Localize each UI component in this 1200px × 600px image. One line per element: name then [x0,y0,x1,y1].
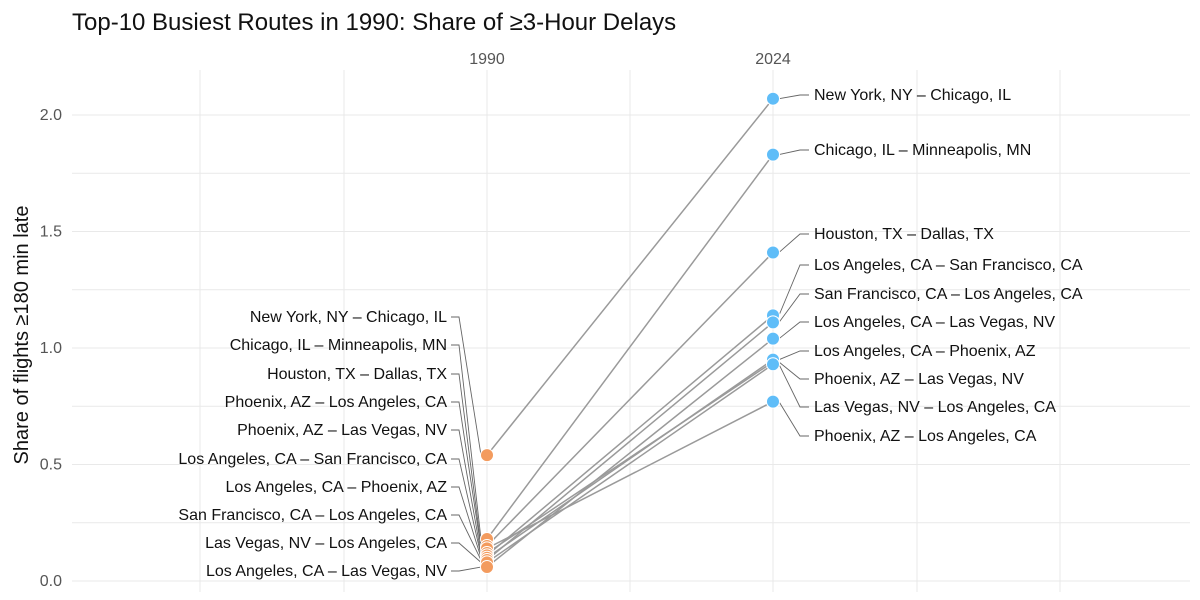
right-route-label: San Francisco, CA – Los Angeles, CA [814,286,1083,303]
left-route-label: Los Angeles, CA – San Francisco, CA [178,451,447,468]
left-route-label: Houston, TX – Dallas, TX [267,366,447,383]
point-1990 [480,448,494,463]
point-2024 [766,394,780,409]
left-leader-line [451,429,482,554]
point-2024 [766,331,780,346]
right-leader-line [778,321,809,340]
right-route-label: Los Angeles, CA – San Francisco, CA [814,257,1083,274]
left-route-label: Las Vegas, NV – Los Angeles, CA [205,535,447,552]
point-2024 [766,147,780,162]
left-route-label: Chicago, IL – Minneapolis, MN [230,337,447,354]
left-route-label: Los Angeles, CA – Phoenix, AZ [226,479,448,496]
point-2024 [766,91,780,106]
right-route-label: Phoenix, AZ – Los Angeles, CA [814,428,1037,445]
left-leader-line [451,486,482,558]
y-axis-title: Share of flights ≥180 min late [11,206,33,465]
right-route-label: Los Angeles, CA – Las Vegas, NV [814,314,1055,331]
right-leader-line [778,361,809,380]
chart-title: Top-10 Busiest Routes in 1990: Share of … [72,9,676,36]
right-leader-line [778,149,809,156]
left-route-label: New York, NY – Chicago, IL [250,309,447,326]
left-leader-line [451,344,482,540]
right-route-label: Las Vegas, NV – Los Angeles, CA [814,399,1056,416]
slope-line [486,314,774,556]
x-tick-label: 2024 [755,51,791,68]
y-tick-label: 0.5 [40,457,62,474]
right-leader-line [778,264,809,316]
left-leader-line [451,316,482,456]
y-tick-label: 2.0 [40,107,62,124]
right-route-label: New York, NY – Chicago, IL [814,87,1011,104]
y-tick-label: 0.0 [40,573,62,590]
right-leader-line [778,233,809,253]
leader-lines [451,94,809,572]
left-route-label: Phoenix, AZ – Los Angeles, CA [225,394,448,411]
left-leader-line [451,373,482,547]
right-route-label: Houston, TX – Dallas, TX [814,226,994,243]
x-tick-label: 1990 [469,51,505,68]
right-route-label: Phoenix, AZ – Las Vegas, NV [814,371,1024,388]
y-tick-label: 1.0 [40,340,62,357]
slope-lines [486,98,774,568]
right-leader-line [778,293,809,323]
y-tick-label: 1.5 [40,224,62,241]
right-route-label: Los Angeles, CA – Phoenix, AZ [814,343,1036,360]
point-2024 [766,245,780,260]
left-leader-line [451,401,482,549]
left-route-label: Los Angeles, CA – Las Vegas, NV [206,563,447,580]
right-leader-line [778,94,809,100]
slope-line [486,338,774,568]
slope-line [486,251,774,547]
right-leader-line [778,401,809,437]
right-leader-line [778,350,809,361]
point-1990 [480,560,494,575]
right-route-label: Chicago, IL – Minneapolis, MN [814,142,1031,159]
right-leader-line [778,364,809,408]
left-leader-line [451,566,482,572]
slope-line [486,98,774,456]
left-leader-line [451,458,482,556]
left-leader-line [451,542,482,563]
data-points [480,91,780,575]
point-2024 [766,357,780,372]
point-2024 [766,315,780,330]
route-labels: New York, NY – Chicago, IL Chicago, IL – … [178,87,1083,580]
axes: 0.0 0.5 1.0 1.5 2.0 1990 2024 [40,51,791,590]
left-route-label: Phoenix, AZ – Las Vegas, NV [237,422,447,439]
slope-line [486,359,774,559]
grid-layer [72,70,1190,592]
slope-line [486,154,774,540]
left-route-label: San Francisco, CA – Los Angeles, CA [178,507,447,524]
left-leader-line [451,514,482,561]
slope-line [486,321,774,561]
